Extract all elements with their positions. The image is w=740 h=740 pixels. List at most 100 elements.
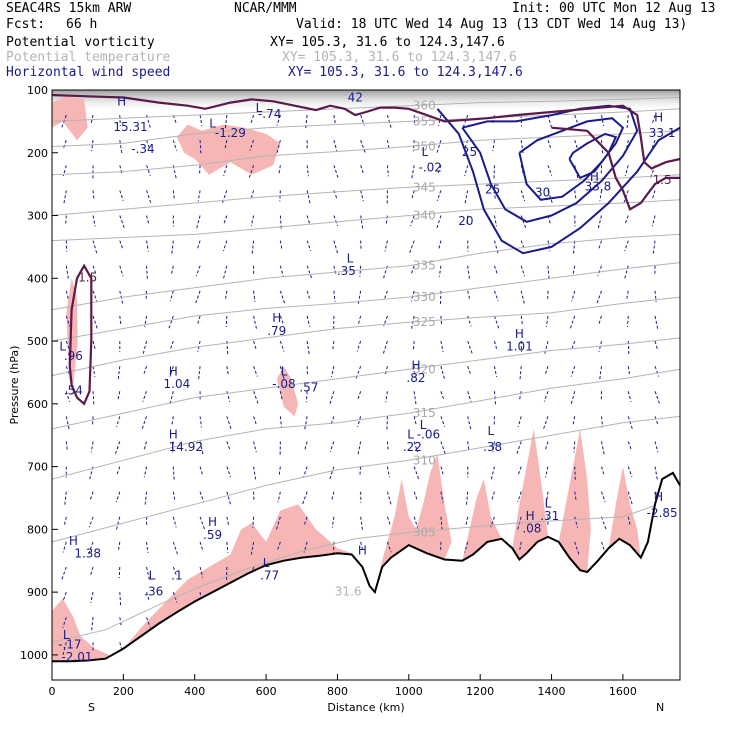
wind-vector-130 (221, 190, 228, 204)
wind-vector-275 (436, 190, 442, 201)
wind-vector-384 (597, 265, 602, 277)
y-tick-label-800: 800 (27, 523, 48, 536)
annotation-44: .31 (540, 509, 559, 523)
wind-vector-374 (574, 466, 576, 481)
wind-vector-233 (359, 466, 362, 475)
wind-vector-179 (278, 466, 281, 475)
x-tick-label-400: 400 (184, 685, 205, 698)
wind-vector-146 (250, 114, 255, 123)
wind-vector-75 (142, 340, 148, 355)
wind-vector-48 (119, 215, 126, 229)
wind-vector-211 (330, 366, 335, 377)
wind-vector-425 (654, 416, 659, 425)
wind-vector-29 (92, 290, 98, 302)
wind-vector-264 (412, 341, 415, 350)
vorticity-shade-0 (52, 96, 88, 141)
wind-vector-122 (199, 491, 205, 503)
wind-vector-345 (547, 165, 553, 176)
wind-vector-324 (490, 516, 495, 528)
theta-contour-310-1 (51, 415, 681, 543)
wind-vector-99 (171, 416, 174, 425)
wind-vector-263 (410, 315, 415, 330)
wind-vector-385 (596, 290, 602, 305)
wind-contour-25-1 (461, 104, 639, 223)
wind-vector-394 (601, 516, 607, 531)
annotation-48: -2.85 (647, 506, 678, 520)
annotation-32: .38 (483, 440, 502, 454)
wind-vector-22 (90, 114, 94, 124)
wind-vector-28 (92, 265, 97, 274)
wind-vector-323 (491, 491, 495, 500)
annotation-57: 31.6 (335, 584, 362, 598)
wind-vector-64 (119, 617, 122, 626)
wind-vector-412 (627, 516, 631, 525)
theta-label-310: 310 (413, 453, 436, 467)
wind-vector-158 (253, 416, 257, 425)
endpoint-north: N (656, 701, 664, 714)
wind-vector-407 (627, 391, 632, 403)
wind-vector-107 (199, 115, 203, 127)
endpoint-south: S (88, 701, 95, 714)
init-time: Init: 00 UTC Mon 12 Aug 13 (512, 1, 716, 16)
wind-vector-239 (386, 165, 390, 177)
wind-vector-418 (652, 240, 656, 255)
wind-vector-35 (90, 441, 94, 453)
theta-label-315: 315 (413, 406, 436, 420)
wind-vector-404 (626, 315, 629, 327)
annotation-22: L (59, 339, 66, 353)
wind-vector-251 (386, 466, 390, 478)
y-tick-label-1000: 1000 (20, 649, 48, 662)
wind-vector-238 (386, 140, 390, 149)
wind-vector-11 (65, 391, 70, 402)
wind-vector-321 (492, 441, 495, 453)
wind-vector-142 (226, 491, 232, 506)
wind-vector-105 (172, 566, 177, 575)
field-xy-pv: XY= 105.3, 31.6 to 124.3,147.6 (270, 35, 505, 50)
annotation-11: H (272, 311, 281, 325)
wind-vector-361 (574, 140, 579, 151)
wind-vector-217 (331, 516, 335, 528)
wind-vector-156 (253, 366, 258, 377)
theta-contour-360-11 (51, 97, 681, 122)
annotation-26: 14.92 (169, 440, 203, 454)
wind-vector-277 (438, 240, 442, 249)
annotation-36: 1.38 (74, 547, 101, 561)
wind-vector-131 (223, 215, 228, 224)
wind-vector-79 (143, 441, 148, 450)
wind-vector-417 (652, 215, 656, 227)
wind-vector-49 (119, 240, 123, 249)
wind-vector-210 (332, 340, 335, 350)
wind-vector-328 (520, 190, 526, 202)
wind-vector-401 (624, 240, 629, 252)
forecast-label: Fcst: (6, 17, 46, 32)
wind-vector-180 (277, 491, 281, 503)
wind-vector-314 (493, 265, 498, 274)
wind-vector-189 (306, 265, 313, 280)
annotation-61: 25 (485, 183, 500, 197)
wind-vector-163 (250, 541, 255, 556)
wind-vector-281 (440, 340, 444, 352)
theta-contour-340-7 (51, 199, 681, 242)
annotation-55: -.17 (58, 638, 81, 652)
wind-vector-110 (197, 190, 201, 202)
wind-vector-18 (61, 566, 67, 581)
x-tick-label-600: 600 (256, 685, 277, 698)
wind-vector-369 (571, 340, 576, 349)
wind-vector-236 (360, 541, 363, 550)
wind-vector-315 (493, 290, 499, 302)
wind-vector-231 (357, 416, 362, 428)
theta-contour-305-0 (51, 491, 681, 643)
plot-frame (51, 89, 681, 681)
wind-vector-261 (411, 265, 415, 274)
wind-vector-326 (520, 140, 524, 155)
wind-vector-235 (360, 516, 364, 531)
wind-vector-8 (65, 315, 71, 327)
wind-vector-17 (62, 541, 67, 553)
wind-vector-388 (599, 366, 602, 381)
wind-vector-141 (226, 466, 231, 478)
wind-vector-20 (62, 617, 67, 628)
wind-vector-370 (570, 366, 576, 377)
wind-vector-39 (87, 541, 94, 556)
wind-vector-103 (172, 516, 177, 528)
wind-vector-102 (172, 491, 176, 500)
